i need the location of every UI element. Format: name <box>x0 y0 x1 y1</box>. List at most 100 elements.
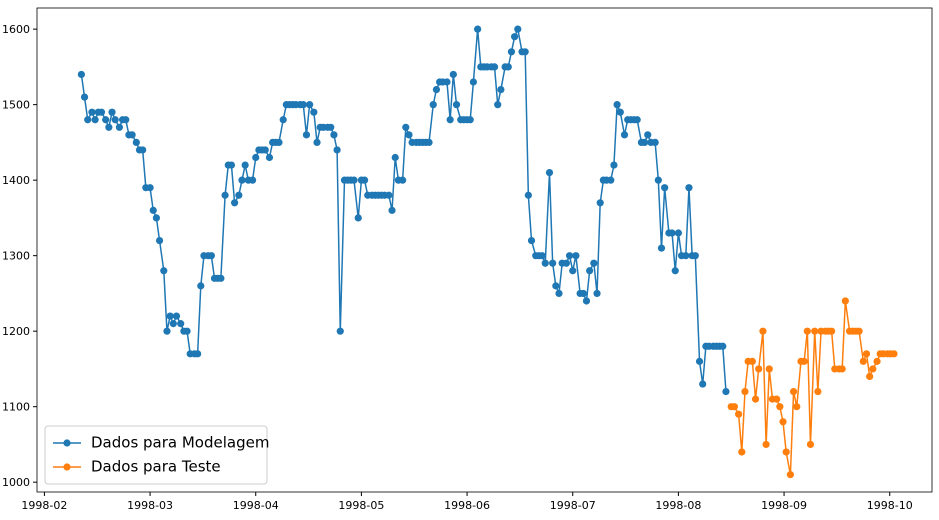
point <box>524 191 532 199</box>
point <box>765 365 773 373</box>
x-tick-label: 1998-08 <box>655 499 701 512</box>
point <box>514 25 522 33</box>
point <box>789 387 798 396</box>
point <box>674 229 682 237</box>
point <box>452 101 461 109</box>
point <box>385 191 393 199</box>
point <box>613 101 621 109</box>
point <box>859 357 867 365</box>
point <box>217 274 225 282</box>
legend-marker <box>63 463 71 471</box>
point <box>302 131 311 139</box>
point <box>521 48 529 56</box>
point <box>227 161 236 169</box>
point <box>97 108 106 116</box>
x-tick-label: 1998-02 <box>21 499 67 512</box>
point <box>497 85 505 94</box>
point <box>84 116 92 124</box>
y-tick-label: 1000 <box>2 476 30 489</box>
point <box>661 184 669 192</box>
point <box>80 93 89 101</box>
point <box>782 448 790 456</box>
legend-box <box>44 425 268 485</box>
point <box>152 214 161 222</box>
point <box>607 176 615 184</box>
point <box>691 252 699 260</box>
point <box>565 252 574 260</box>
point <box>800 357 808 365</box>
y-tick-label: 1400 <box>2 174 30 187</box>
point <box>682 252 690 260</box>
x-tick-label: 1998-05 <box>338 499 384 512</box>
point <box>562 259 570 267</box>
x-tick-label: 1998-10 <box>867 499 913 512</box>
x-tick-label: 1998-03 <box>127 499 173 512</box>
point <box>590 259 598 267</box>
point <box>616 108 624 116</box>
point <box>866 372 874 381</box>
point <box>741 387 749 396</box>
point <box>579 289 587 298</box>
point <box>699 380 707 388</box>
point <box>149 206 157 214</box>
point <box>730 403 739 411</box>
point <box>748 357 756 365</box>
point <box>841 297 849 305</box>
point <box>221 191 229 199</box>
point <box>541 259 549 267</box>
point <box>695 357 704 365</box>
point <box>776 403 784 411</box>
point <box>719 342 727 350</box>
point <box>507 48 516 56</box>
point <box>549 259 557 267</box>
point <box>862 350 871 358</box>
legend-marker <box>63 439 71 447</box>
point <box>122 116 130 124</box>
point <box>183 327 191 335</box>
point <box>265 153 274 162</box>
point <box>105 123 113 131</box>
point <box>838 365 846 373</box>
point <box>803 327 811 335</box>
point <box>391 153 399 162</box>
point <box>735 410 743 418</box>
point <box>425 138 433 147</box>
point <box>873 357 881 365</box>
x-tick-label: 1998-04 <box>233 499 279 512</box>
point <box>786 471 795 479</box>
point <box>91 116 99 124</box>
y-tick-label: 1200 <box>2 325 30 338</box>
point <box>275 138 283 147</box>
point <box>160 267 168 275</box>
point <box>586 267 594 275</box>
point <box>494 101 502 109</box>
point <box>811 327 819 335</box>
point <box>806 440 815 449</box>
point <box>545 169 554 177</box>
point <box>751 395 760 403</box>
point <box>197 282 205 290</box>
point <box>640 138 649 147</box>
point <box>685 184 693 192</box>
point <box>855 327 863 335</box>
point <box>504 63 512 71</box>
point <box>668 229 676 237</box>
point <box>166 312 174 320</box>
point <box>306 101 314 109</box>
plot-frame <box>36 7 933 493</box>
point <box>163 327 171 335</box>
point <box>194 350 202 358</box>
point <box>399 176 407 184</box>
point <box>779 418 787 426</box>
point <box>388 206 396 214</box>
point <box>102 116 110 124</box>
point <box>155 236 164 245</box>
legend-label: Dados para Teste <box>91 458 221 476</box>
point <box>172 312 181 320</box>
point <box>115 123 124 131</box>
point <box>310 108 318 116</box>
point <box>511 33 519 41</box>
point <box>169 320 177 328</box>
point <box>330 131 338 139</box>
